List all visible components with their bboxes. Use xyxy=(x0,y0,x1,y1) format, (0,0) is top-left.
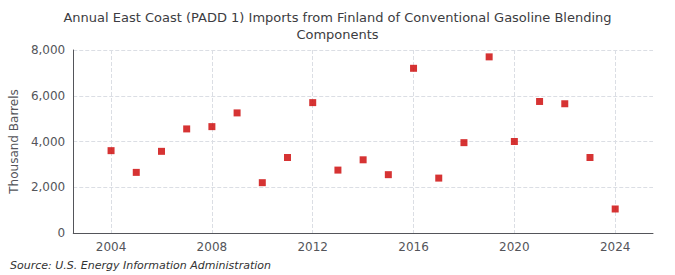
svg-text:8,000: 8,000 xyxy=(31,43,65,57)
svg-text:Thousand Barrels: Thousand Barrels xyxy=(7,89,21,194)
svg-text:2020: 2020 xyxy=(499,240,530,254)
svg-text:2004: 2004 xyxy=(96,240,127,254)
svg-text:2016: 2016 xyxy=(398,240,429,254)
svg-text:Source: U.S. Energy Informatio: Source: U.S. Energy Information Administ… xyxy=(10,259,271,272)
svg-text:2024: 2024 xyxy=(600,240,631,254)
svg-text:4,000: 4,000 xyxy=(31,135,65,149)
svg-text:Components: Components xyxy=(296,27,378,42)
svg-text:2012: 2012 xyxy=(297,240,328,254)
svg-text:2008: 2008 xyxy=(197,240,228,254)
svg-text:2,000: 2,000 xyxy=(31,180,65,194)
svg-text:6,000: 6,000 xyxy=(31,89,65,103)
svg-text:Annual East Coast (PADD 1) Imp: Annual East Coast (PADD 1) Imports from … xyxy=(63,10,611,25)
svg-text:0: 0 xyxy=(58,226,66,240)
